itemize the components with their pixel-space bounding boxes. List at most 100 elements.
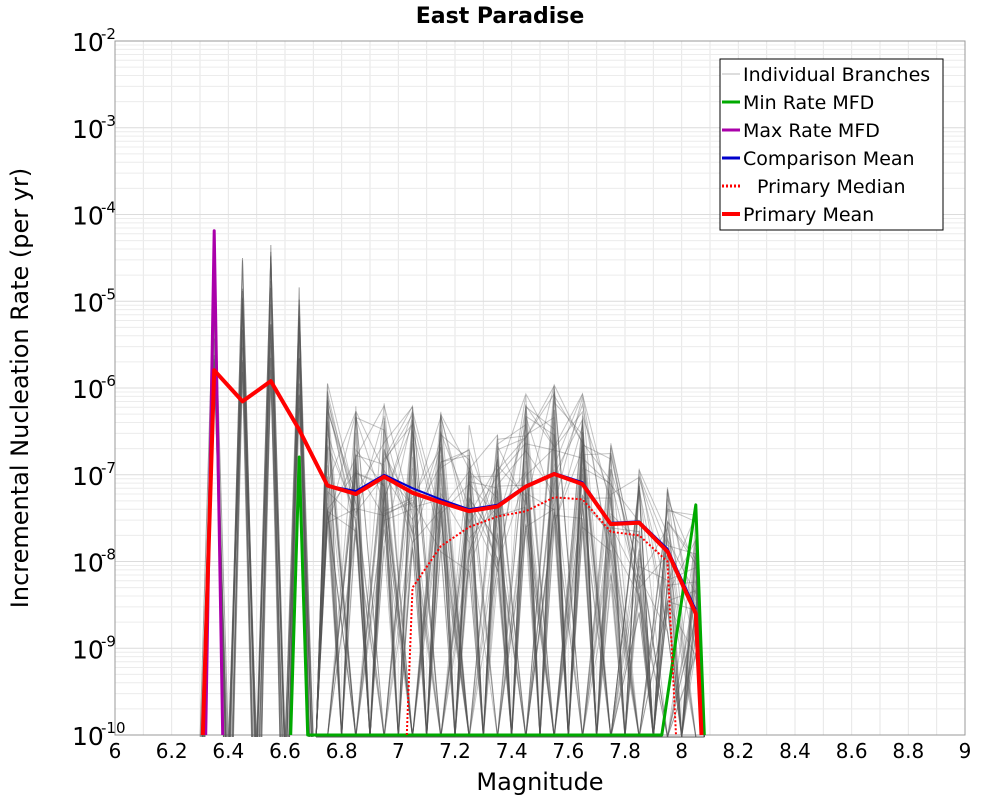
chart-title: East Paradise (416, 4, 585, 29)
y-tick-label: 10-8 (72, 546, 116, 578)
branch-line (316, 412, 705, 738)
branch-line (315, 390, 705, 738)
branch-line (315, 422, 705, 738)
branch-line (315, 399, 705, 738)
branch-line (316, 420, 705, 738)
branch-line (289, 316, 310, 738)
x-tick-label: 6.6 (269, 739, 301, 763)
branch-line (316, 446, 705, 738)
branch-line (315, 459, 705, 738)
grid (114, 41, 966, 736)
branch-line (316, 418, 705, 738)
x-tick-label: 9 (959, 739, 972, 763)
branch-line (315, 384, 705, 738)
y-tick-exponent: -7 (101, 459, 116, 477)
y-tick-label: 10-3 (72, 112, 116, 144)
branch-line (315, 391, 705, 738)
branch-line (315, 443, 705, 738)
y-tick-label: 10-5 (72, 285, 116, 317)
x-tick-label: 6 (109, 739, 122, 763)
series-line-primary-median (405, 496, 677, 736)
branch-line (316, 430, 705, 738)
x-tick-label: 7 (392, 739, 405, 763)
branch-line (315, 429, 705, 738)
x-tick-label: 8.6 (836, 739, 868, 763)
x-tick-label: 7.6 (552, 739, 584, 763)
branch-line (315, 425, 705, 738)
y-tick-exponent: -5 (101, 285, 116, 303)
branch-line (232, 297, 253, 738)
legend-label: Min Rate MFD (743, 92, 874, 114)
branch-line (316, 406, 705, 738)
branch-line (315, 401, 705, 738)
series-line-primary-mean (200, 368, 704, 736)
x-axis-label: Magnitude (476, 768, 603, 796)
x-tick-label: 6.4 (212, 739, 244, 763)
y-tick-base: 10 (72, 462, 104, 491)
legend-label: Max Rate MFD (743, 120, 880, 142)
x-tick-label: 8 (675, 739, 688, 763)
branch-line (315, 443, 705, 738)
y-tick-exponent: -4 (101, 199, 116, 217)
branch-line (256, 324, 286, 738)
branch-line (316, 449, 705, 738)
branch-line (315, 410, 705, 738)
branch-line (232, 372, 253, 738)
branch-line (315, 423, 705, 738)
branch-line (316, 411, 705, 738)
branch-line (315, 418, 705, 738)
branch-line (315, 421, 705, 738)
y-tick-base: 10 (72, 549, 104, 578)
y-tick-label: 10-2 (72, 25, 116, 57)
branch-line (316, 416, 705, 738)
series-lines (200, 229, 706, 737)
branch-line (260, 345, 282, 738)
legend-label: Primary Mean (743, 204, 874, 226)
branch-line (316, 383, 705, 738)
branch-line (316, 403, 705, 738)
x-tick-label: 7.4 (496, 739, 528, 763)
branch-line (316, 420, 705, 738)
branch-line (315, 416, 705, 738)
legend-label: Primary Median (757, 176, 906, 198)
y-tick-base: 10 (72, 375, 104, 404)
legend-label: Comparison Mean (743, 148, 915, 170)
x-tick-labels: 6 6.2 6.4 6.6 6.8 7 7.2 7.4 7.6 7.8 8 8.2 8.4 8.6 8.8 9 (109, 739, 972, 763)
y-tick-exponent: -6 (101, 372, 116, 390)
x-tick-label: 6.2 (156, 739, 188, 763)
series-line-min-rate-mfd (289, 455, 706, 737)
y-tick-exponent: -2 (101, 25, 116, 43)
branch-line (315, 477, 705, 738)
branch-line (316, 388, 705, 738)
legend-label: Individual Branches (743, 64, 930, 86)
branch-line (229, 330, 256, 738)
legend-box (719, 58, 944, 231)
y-tick-label: 10-9 (72, 632, 116, 664)
branch-line (315, 396, 705, 738)
branch-line (315, 438, 705, 738)
branch-line (315, 440, 705, 738)
x-tick-label: 6.8 (326, 739, 358, 763)
branch-line (316, 443, 705, 738)
branch-line (315, 392, 705, 738)
y-tick-exponent: -9 (101, 632, 116, 650)
legend: Individual Branches Min Rate MFD Max Rate … (719, 58, 944, 231)
y-tick-exponent: -10 (101, 719, 126, 737)
x-tick-label: 8.2 (722, 739, 754, 763)
branch-line (315, 404, 705, 738)
branch-line (316, 453, 705, 738)
branch-line (316, 402, 705, 738)
branch-line (316, 441, 705, 738)
branch-line (315, 411, 705, 738)
branch-line (315, 394, 705, 738)
y-tick-exponent: -8 (101, 546, 116, 564)
y-tick-exponent: -3 (101, 112, 116, 130)
branch-line (315, 396, 705, 738)
branch-line (315, 383, 705, 738)
branch-line (285, 395, 313, 738)
branch-line (315, 413, 705, 738)
branch-line (315, 392, 705, 738)
y-axis-label: Incremental Nucleation Rate (per yr) (6, 168, 34, 608)
